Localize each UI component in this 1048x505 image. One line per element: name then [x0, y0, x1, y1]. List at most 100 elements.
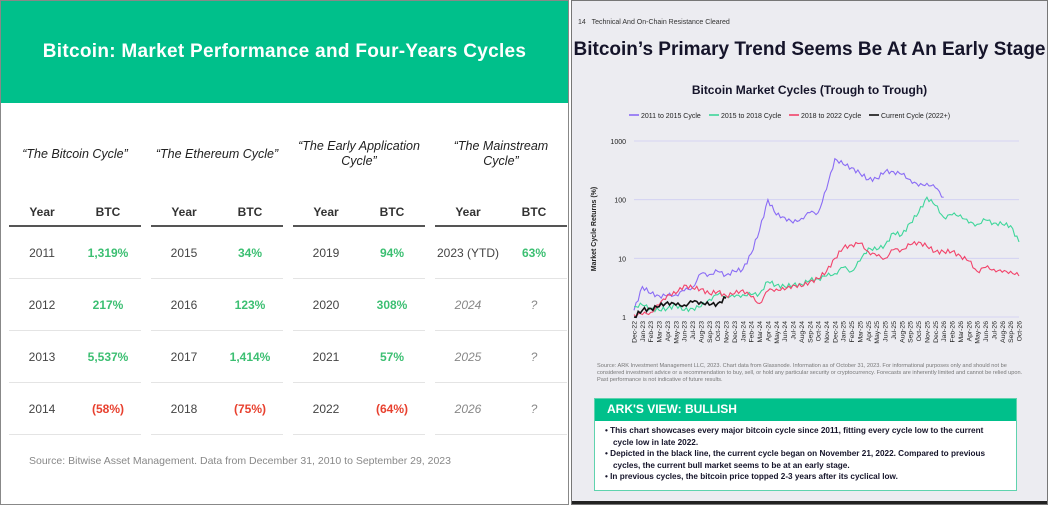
x-tick-label: Nov-24 — [824, 321, 831, 343]
x-tick-label: Oct-24 — [816, 321, 823, 342]
btc-return-cell: ? — [530, 297, 538, 312]
year-cell: 2014 — [28, 401, 56, 416]
year-cell: 2013 — [28, 349, 56, 364]
chart-title: Bitcoin Market Cycles (Trough to Trough) — [691, 83, 928, 97]
legend-item: 2018 to 2022 Cycle — [789, 113, 861, 120]
x-tick-label: Jan-24 — [740, 321, 747, 342]
table-header: Year BTC — [151, 205, 283, 227]
table-header: Year BTC — [435, 205, 567, 227]
legend-label: Current Cycle (2022+) — [881, 113, 950, 120]
table-row: 2012 217% — [9, 279, 141, 331]
year-cell: 2023 (YTD) — [436, 245, 500, 260]
x-tick-label: Dec-24 — [832, 321, 839, 343]
x-tick-label: Apr-26 — [966, 321, 973, 342]
x-tick-label: Mar-24 — [757, 321, 764, 343]
x-tick-label: Dec-22 — [632, 321, 639, 343]
year-cell: 2018 — [170, 401, 198, 416]
btc-return-cell: 63% — [521, 245, 547, 260]
y-axis-label: Market Cycle Returns (%) — [591, 187, 598, 271]
page-number: 14 — [578, 19, 586, 26]
x-tick-label: Jan-25 — [841, 321, 848, 342]
table-row: 2020 308% — [293, 279, 425, 331]
x-tick-label: Dec-25 — [933, 321, 940, 343]
legend-label: 2015 to 2018 Cycle — [721, 113, 781, 120]
btc-return-cell: ? — [530, 401, 538, 416]
cycle-name: “The Mainstream Cycle” — [453, 139, 549, 168]
btc-return-cell: 1,414% — [229, 349, 271, 364]
table-row: 2011 1,319% — [9, 227, 141, 279]
table-row: 2016 123% — [151, 279, 283, 331]
table-row: 2022 (64%) — [293, 383, 425, 435]
x-tick-label: Mar-23 — [657, 321, 664, 343]
x-tick-label: Aug-24 — [799, 321, 806, 343]
bullet: In previous cycles, the bitcoin price to… — [605, 471, 1006, 483]
btc-return-cell: 1,319% — [87, 245, 129, 260]
table-row: 2013 5,537% — [9, 331, 141, 383]
table-row: 2015 34% — [151, 227, 283, 279]
legend-item: Current Cycle (2022+) — [869, 113, 950, 120]
ark-view-box: ARK'S VIEW: BULLISH This chart showcases… — [594, 398, 1017, 491]
cycle-name: “The Early Application Cycle” — [298, 139, 420, 168]
x-tick-label: Jan-23 — [640, 321, 647, 342]
cycle-name: “The Bitcoin Cycle” — [22, 146, 128, 161]
x-tick-label: Jul-25 — [891, 321, 898, 340]
x-tick-label: Mar-25 — [857, 321, 864, 343]
btc-header: BTC — [237, 205, 263, 219]
table-row: 2018 (75%) — [151, 383, 283, 435]
x-tick-label: Feb-25 — [849, 321, 856, 343]
year-cell: 2021 — [312, 349, 340, 364]
slide-title: Bitcoin: Market Performance and Four-Yea… — [1, 1, 568, 103]
x-tick-label: Feb-26 — [950, 321, 957, 343]
btc-header: BTC — [521, 205, 547, 219]
x-tick-label: Aug-26 — [1000, 321, 1007, 343]
cycle-table: “The Bitcoin Cycle” Year BTC 2011 1,319% 201… — [9, 129, 141, 435]
x-tick-label: Sep-26 — [1008, 321, 1015, 343]
x-tick-label: Jul-23 — [690, 321, 697, 340]
chart-source: Source: ARK Investment Management LLC, 2… — [597, 363, 1023, 383]
bullet: Depicted in the black line, the current … — [605, 448, 1006, 471]
x-tick-label: Oct-26 — [1017, 321, 1024, 342]
btc-return-cell: (75%) — [233, 401, 266, 416]
x-tick-label: May-24 — [774, 321, 781, 344]
x-tick-label: Jul-26 — [991, 321, 998, 340]
legend-label: 2018 to 2022 Cycle — [801, 113, 861, 120]
x-tick-label: Sep-23 — [707, 321, 714, 343]
bitwise-slide: Bitcoin: Market Performance and Four-Yea… — [0, 0, 569, 505]
btc-return-cell: 5,537% — [87, 349, 129, 364]
x-tick-label: May-25 — [874, 321, 881, 344]
table-header: Year BTC — [9, 205, 141, 227]
year-cell: 2012 — [28, 297, 56, 312]
year-header: Year — [171, 205, 197, 219]
year-header: Year — [455, 205, 481, 219]
x-tick-label: Jan-26 — [941, 321, 948, 342]
year-cell: 2016 — [170, 297, 198, 312]
year-header: Year — [313, 205, 339, 219]
year-cell: 2026 — [454, 401, 482, 416]
btc-return-cell: (64%) — [375, 401, 408, 416]
x-tick-label: Nov-25 — [924, 321, 931, 343]
year-header: Year — [29, 205, 55, 219]
x-tick-label: Dec-23 — [732, 321, 739, 343]
table-header: Year BTC — [293, 205, 425, 227]
x-tick-label: Feb-23 — [648, 321, 655, 343]
year-cell: 2019 — [312, 245, 340, 260]
x-tick-label: Feb-24 — [749, 321, 756, 343]
year-cell: 2017 — [170, 349, 198, 364]
x-tick-label: Mar-26 — [958, 321, 965, 343]
cycle-name: “The Ethereum Cycle” — [155, 146, 279, 161]
cycle-table: “The Early Application Cycle” Year BTC 201… — [293, 129, 425, 435]
x-tick-label: Jun-23 — [682, 321, 689, 342]
x-tick-label: Nov-23 — [724, 321, 731, 343]
x-tick-label: Oct-23 — [715, 321, 722, 342]
section-title: Technical And On-Chain Resistance Cleare… — [591, 19, 730, 26]
btc-return-cell: 57% — [379, 349, 405, 364]
table-row: 2025? — [435, 331, 567, 383]
page-header: 14 Technical And On-Chain Resistance Cle… — [578, 19, 730, 26]
y-tick-label: 1000 — [610, 139, 626, 146]
y-tick-label: 1 — [622, 315, 626, 322]
btc-header: BTC — [95, 205, 121, 219]
x-tick-label: Aug-23 — [698, 321, 705, 343]
btc-return-cell: 308% — [376, 297, 408, 312]
table-row: 2026? — [435, 383, 567, 435]
table-row: 2023 (YTD) 63% — [435, 227, 567, 279]
